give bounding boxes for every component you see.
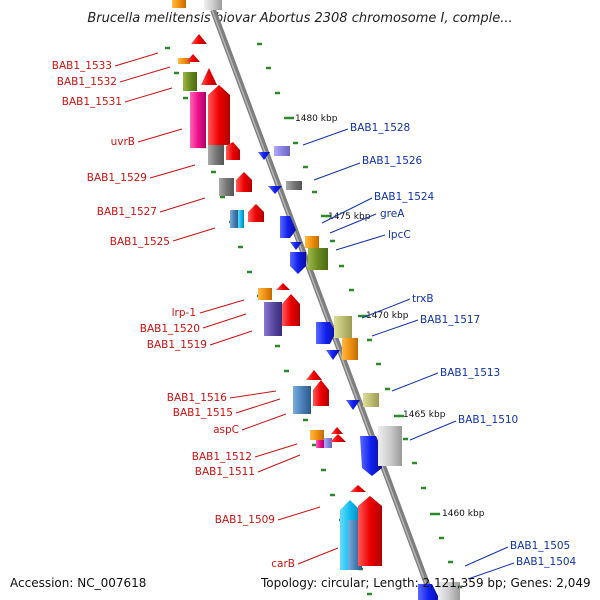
gene-arrow xyxy=(282,294,300,326)
gene-feature xyxy=(183,72,197,91)
gene-feature xyxy=(178,58,190,64)
gene-arrow xyxy=(331,427,343,434)
scale-label-1475: 1475 kbp xyxy=(328,212,371,222)
gene-feature xyxy=(305,236,319,248)
gene-label-carB[interactable]: carB xyxy=(271,558,295,570)
gene-label-BAB1_1505[interactable]: BAB1_1505 xyxy=(510,540,570,552)
chromosome-backbone xyxy=(210,8,436,600)
gene-label-trxB[interactable]: trxB xyxy=(412,293,434,305)
gene-feature xyxy=(208,145,224,165)
gene-label-BAB1_1515[interactable]: BAB1_1515 xyxy=(173,407,233,419)
gene-feature xyxy=(264,302,282,336)
gene-label-lpcC[interactable]: lpcC xyxy=(388,229,411,241)
left-labels: BAB1_1533 BAB1_1532 BAB1_1531 uvrB BAB1_… xyxy=(52,60,295,570)
gene-feature xyxy=(438,582,460,600)
gene-feature xyxy=(274,146,290,156)
scale-label-1460: 1460 kbp xyxy=(442,509,485,519)
gene-feature xyxy=(190,92,206,148)
gene-arrow xyxy=(326,350,340,360)
gene-label-BAB1_1511[interactable]: BAB1_1511 xyxy=(195,466,255,478)
scale-label-1465: 1465 kbp xyxy=(403,410,446,420)
gene-feature xyxy=(324,438,332,448)
gene-arrow xyxy=(290,242,302,250)
scale-ticks-right xyxy=(257,42,462,589)
right-labels: BAB1_1528 BAB1_1526 BAB1_1524 greA lpcC … xyxy=(350,122,577,568)
gene-label-BAB1_1513[interactable]: BAB1_1513 xyxy=(440,367,500,379)
gene-arrow xyxy=(313,380,329,406)
gene-arrow xyxy=(418,584,440,600)
gene-feature xyxy=(293,386,311,414)
gene-arrow xyxy=(226,142,240,160)
gene-label-BAB1_1532[interactable]: BAB1_1532 xyxy=(57,76,117,88)
gene-feature xyxy=(230,210,238,228)
gene-arrow xyxy=(350,485,366,492)
gene-label-uvrB[interactable]: uvrB xyxy=(111,136,135,148)
gene-label-BAB1_1520[interactable]: BAB1_1520 xyxy=(140,323,200,335)
gene-label-BAB1_1524[interactable]: BAB1_1524 xyxy=(374,191,435,203)
gene-feature xyxy=(204,0,222,10)
gene-label-BAB1_1528[interactable]: BAB1_1528 xyxy=(350,122,410,134)
gene-feature xyxy=(342,338,358,360)
gene-label-BAB1_1512[interactable]: BAB1_1512 xyxy=(192,451,252,463)
gene-label-BAB1_1519[interactable]: BAB1_1519 xyxy=(147,339,207,351)
gene-label-BAB1_1533[interactable]: BAB1_1533 xyxy=(52,60,112,72)
gene-feature xyxy=(308,248,328,270)
scale-label-1480: 1480 kbp xyxy=(295,114,338,124)
gene-label-BAB1_1517[interactable]: BAB1_1517 xyxy=(420,314,480,326)
gene-label-BAB1_1504[interactable]: BAB1_1504 xyxy=(516,556,577,568)
gene-arrow xyxy=(191,34,207,44)
reverse-genes xyxy=(258,146,460,600)
gene-feature xyxy=(310,430,324,440)
gene-arrow xyxy=(330,434,346,442)
gene-label-aspC[interactable]: aspC xyxy=(213,424,239,436)
gene-label-greA[interactable]: greA xyxy=(380,208,405,220)
gene-arrow xyxy=(258,152,270,160)
gene-label-BAB1_1526[interactable]: BAB1_1526 xyxy=(362,155,423,167)
forward-genes xyxy=(172,0,382,570)
gene-arrow xyxy=(201,68,217,85)
gene-arrow xyxy=(290,252,306,274)
accession-text: Accession: NC_007618 xyxy=(10,576,146,590)
gene-arrow xyxy=(346,400,360,410)
gene-label-BAB1_1531[interactable]: BAB1_1531 xyxy=(62,96,122,108)
gene-label-BAB1_1510[interactable]: BAB1_1510 xyxy=(458,414,518,426)
gene-label-BAB1_1529[interactable]: BAB1_1529 xyxy=(87,172,147,184)
gene-feature xyxy=(363,393,379,407)
gene-arrow xyxy=(276,283,290,290)
gene-feature xyxy=(316,440,324,448)
gene-label-BAB1_1525[interactable]: BAB1_1525 xyxy=(110,236,170,248)
gene-feature xyxy=(219,178,234,196)
right-leader-lines xyxy=(302,128,515,580)
gene-arrow xyxy=(248,204,264,222)
gene-arrow xyxy=(186,54,200,62)
gene-arrow xyxy=(236,172,252,192)
map-title: Brucella melitensis biovar Abortus 2308 … xyxy=(87,11,512,26)
gene-arrow xyxy=(306,370,322,380)
gene-label-BAB1_1509[interactable]: BAB1_1509 xyxy=(215,514,275,526)
topology-text: Topology: circular; Length: 2,121,359 bp… xyxy=(260,576,591,590)
gene-arrow xyxy=(358,496,382,566)
gene-arrow xyxy=(316,322,336,344)
gene-feature xyxy=(258,288,272,300)
scale-label-1470: 1470 kbp xyxy=(366,311,409,321)
gene-arrow xyxy=(268,186,282,194)
gene-label-BAB1_1527[interactable]: BAB1_1527 xyxy=(97,206,157,218)
gene-arrow xyxy=(280,216,296,238)
gene-feature xyxy=(172,0,186,8)
gene-arrow xyxy=(360,436,382,476)
gene-label-BAB1_1516[interactable]: BAB1_1516 xyxy=(167,392,228,404)
chromosome-backbone-highlight xyxy=(211,9,433,600)
gene-feature xyxy=(286,181,302,190)
gene-feature xyxy=(378,426,402,466)
gene-label-lrp-1[interactable]: lrp-1 xyxy=(172,307,196,319)
gene-feature xyxy=(238,210,244,228)
left-leader-lines xyxy=(114,52,339,565)
gene-feature xyxy=(334,316,352,338)
gene-arrow xyxy=(208,85,230,145)
